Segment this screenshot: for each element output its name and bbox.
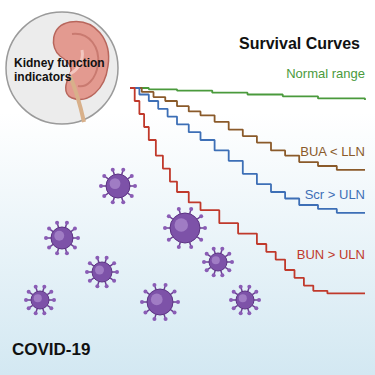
html-text:COVID-19: COVID-19 <box>12 340 91 359</box>
svg-text:Normal range: Normal range <box>286 66 365 81</box>
svg-text:Scr > ULN: Scr > ULN <box>305 187 365 202</box>
html-text:Kidney function indicators: Kidney function indicators <box>14 56 105 84</box>
svg-text:BUN > ULN: BUN > ULN <box>297 247 365 262</box>
svg-text:BUA < LLN: BUA < LLN <box>300 144 365 159</box>
svg-text:Survival Curves: Survival Curves <box>239 35 360 52</box>
